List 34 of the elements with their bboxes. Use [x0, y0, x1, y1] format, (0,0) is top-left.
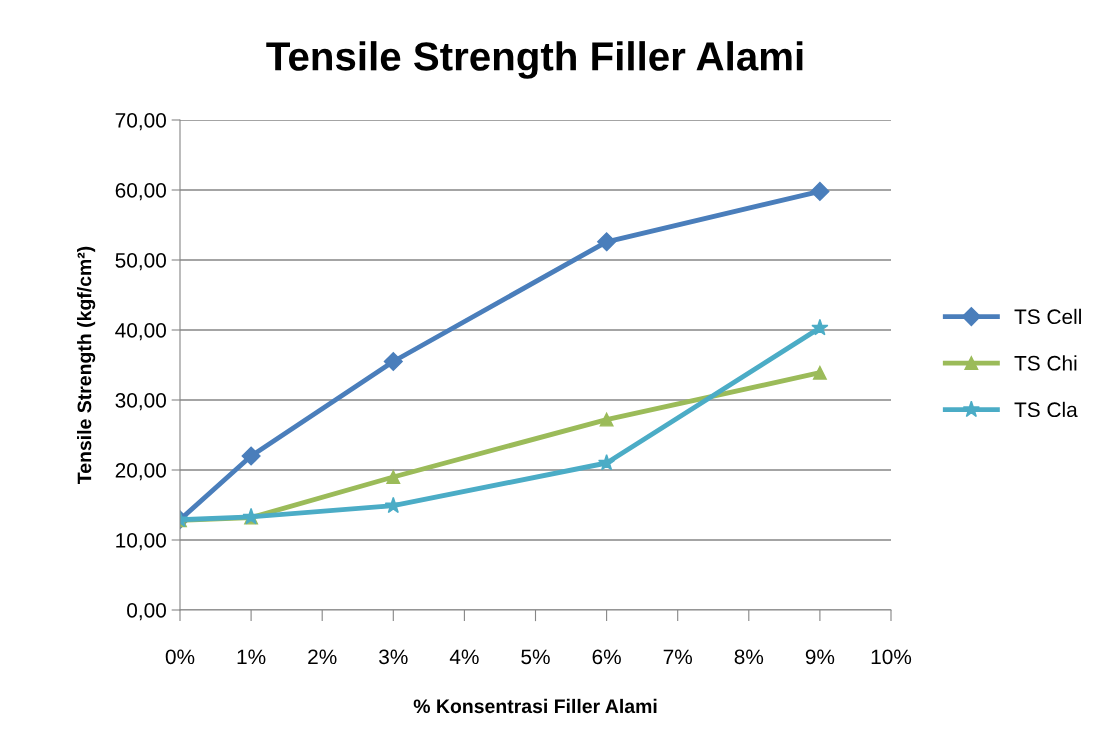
x-axis-title: % Konsentrasi Filler Alami: [413, 698, 657, 714]
y-tick-label: 10,00: [116, 533, 166, 551]
x-tick-label: 8%: [734, 649, 764, 665]
x-tick-label: 10%: [871, 649, 912, 665]
point: [386, 470, 401, 484]
point: [597, 232, 617, 252]
y-tick-label: 0,00: [127, 603, 166, 621]
legend-label: TS Cell: [1014, 308, 1081, 325]
x-tick-label: 2%: [308, 649, 337, 665]
chart-title: Tensile Strength Filler Alami: [266, 41, 803, 79]
x-tick-label: 6%: [592, 649, 621, 665]
y-tick-label: 50,00: [115, 253, 166, 271]
y-tick-label: 70,00: [115, 113, 166, 131]
x-tick-label: 5%: [521, 649, 550, 665]
y-tick-label: 30,00: [115, 393, 166, 411]
y-tick-label: 20,00: [115, 463, 166, 481]
y-tick-label: 40,00: [115, 323, 166, 341]
x-tick-label: 3%: [379, 649, 408, 665]
point: [810, 181, 830, 201]
point: [241, 446, 261, 466]
point: [383, 351, 403, 372]
x-tick-label: 0%: [165, 649, 195, 665]
x-tick-label: 4%: [449, 649, 479, 665]
y-axis-title: Tensile Strength (kgf/cm²): [77, 246, 96, 484]
point: [599, 412, 614, 427]
point: [597, 453, 616, 471]
point: [812, 365, 827, 380]
legend-label: TS Cla: [1014, 401, 1078, 418]
y-tick-label: 60,00: [115, 183, 166, 201]
legend-label: TS Chi: [1014, 355, 1077, 371]
x-tick-label: 1%: [237, 649, 266, 665]
x-tick-label: 7%: [663, 649, 693, 665]
x-tick-label: 9%: [805, 649, 835, 665]
point: [811, 318, 829, 336]
